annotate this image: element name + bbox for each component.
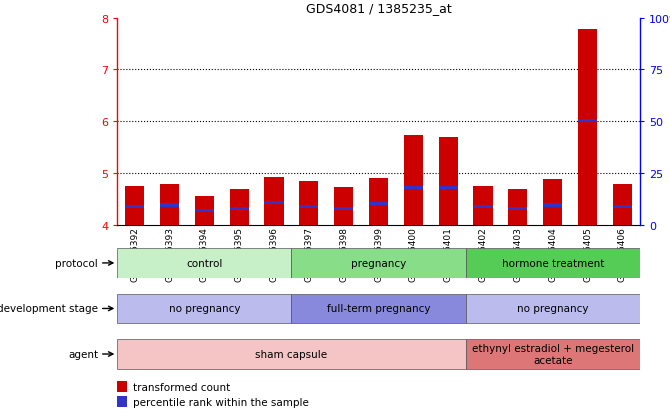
Bar xyxy=(334,188,353,225)
Text: full-term pregnancy: full-term pregnancy xyxy=(327,304,430,314)
Bar xyxy=(230,207,249,210)
Bar xyxy=(117,339,466,369)
Text: protocol: protocol xyxy=(56,258,98,268)
Bar xyxy=(265,178,283,225)
Text: sham capsule: sham capsule xyxy=(255,349,328,359)
Bar xyxy=(334,207,353,210)
Bar xyxy=(613,185,632,225)
Bar xyxy=(195,197,214,225)
Bar xyxy=(160,204,179,207)
Text: agent: agent xyxy=(68,349,98,359)
Bar xyxy=(299,181,318,225)
Bar xyxy=(291,294,466,324)
Text: ethynyl estradiol + megesterol
acetate: ethynyl estradiol + megesterol acetate xyxy=(472,343,634,365)
Bar xyxy=(578,119,597,122)
Bar xyxy=(125,206,144,209)
Bar xyxy=(195,209,214,212)
Bar xyxy=(474,186,492,225)
Bar xyxy=(117,294,291,324)
Bar xyxy=(613,206,632,209)
Text: hormone treatment: hormone treatment xyxy=(502,258,604,268)
Bar xyxy=(466,294,640,324)
Text: no pregnancy: no pregnancy xyxy=(517,304,588,314)
Bar xyxy=(369,178,388,225)
Bar xyxy=(509,190,527,225)
Bar xyxy=(578,30,597,225)
Bar xyxy=(404,186,423,190)
Bar xyxy=(509,207,527,210)
Bar xyxy=(404,136,423,225)
Bar xyxy=(117,396,127,407)
Bar xyxy=(117,381,127,392)
Text: development stage: development stage xyxy=(0,304,98,314)
Bar xyxy=(230,190,249,225)
Bar xyxy=(439,186,458,190)
Text: pregnancy: pregnancy xyxy=(351,258,406,268)
Text: no pregnancy: no pregnancy xyxy=(169,304,240,314)
Text: percentile rank within the sample: percentile rank within the sample xyxy=(133,397,309,407)
Bar xyxy=(466,339,640,369)
Text: control: control xyxy=(186,258,222,268)
Bar xyxy=(299,206,318,209)
Title: GDS4081 / 1385235_at: GDS4081 / 1385235_at xyxy=(306,2,452,14)
Bar xyxy=(466,248,640,278)
Text: transformed count: transformed count xyxy=(133,382,230,392)
Bar xyxy=(291,248,466,278)
Bar xyxy=(474,206,492,209)
Bar xyxy=(369,203,388,206)
Bar xyxy=(543,204,562,207)
Bar xyxy=(439,137,458,225)
Bar xyxy=(117,248,291,278)
Bar xyxy=(160,185,179,225)
Bar xyxy=(265,202,283,205)
Bar xyxy=(125,186,144,225)
Bar xyxy=(543,180,562,225)
